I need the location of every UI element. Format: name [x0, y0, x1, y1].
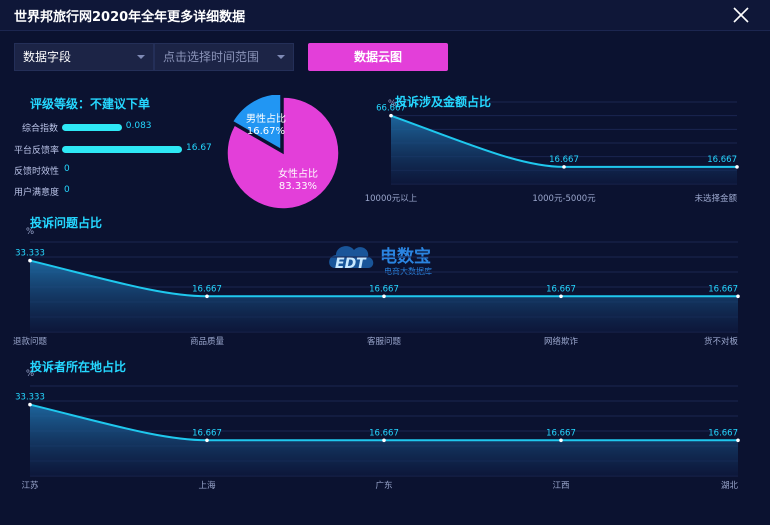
unit-label: % — [26, 369, 34, 379]
category-label: 客服问题 — [367, 336, 402, 347]
rating-bar — [62, 124, 122, 131]
gender-pie-chart — [226, 95, 340, 210]
data-point — [562, 165, 566, 169]
data-point — [28, 258, 32, 263]
field-select[interactable]: 数据字段 — [14, 43, 154, 71]
data-label: 16.667 — [707, 155, 737, 165]
data-label: 66.667 — [376, 104, 406, 114]
amount-area-chart: 66.667 10000元以上 16.667 1000元-5000元 16.667 未选择… — [365, 94, 739, 204]
series-line — [390, 114, 737, 168]
close-icon[interactable] — [732, 6, 750, 24]
category-label: 江苏 — [21, 480, 39, 491]
data-label: 16.667 — [546, 284, 576, 294]
rating-value: 0.083 — [125, 121, 152, 131]
category-label: 商品质量 — [190, 336, 225, 347]
rating-title: 评级等级：不建议下单 — [30, 97, 151, 111]
data-point — [389, 113, 393, 118]
data-point — [382, 294, 386, 299]
category-label: 湖北 — [721, 481, 739, 491]
data-point — [735, 165, 739, 169]
category-label: 1000元-5000元 — [532, 194, 596, 204]
chart-title: 投诉者所在地占比 — [30, 359, 126, 374]
rating-value: 16.67 — [186, 143, 212, 153]
unit-label: % — [388, 99, 396, 109]
data-point — [559, 438, 563, 443]
pie-slice — [226, 96, 340, 210]
category-label: 未选择金额 — [694, 193, 737, 204]
data-point — [205, 438, 209, 443]
data-label: 33.333 — [15, 393, 45, 403]
data-cloud-button[interactable]: 数据云图 — [308, 43, 448, 71]
rating-value: 0 — [64, 164, 70, 174]
data-point — [205, 294, 209, 299]
data-point — [28, 402, 32, 407]
data-label: 16.667 — [546, 428, 576, 438]
area-fill — [391, 115, 737, 184]
rating-label: 反馈时效性 — [14, 167, 60, 177]
data-label: 16.667 — [369, 284, 399, 294]
category-label: 网络欺诈 — [544, 336, 579, 347]
category-label: 上海 — [198, 480, 216, 491]
rating-value: 0 — [64, 185, 70, 195]
category-label: 江西 — [552, 481, 569, 491]
category-label: 货不对板 — [704, 336, 739, 347]
data-label: 16.667 — [708, 428, 738, 438]
pie-slice — [231, 95, 282, 151]
data-point — [559, 294, 563, 299]
pie-slice-label: 女性占比 — [278, 168, 318, 180]
time-range-placeholder: 点击选择时间范围 — [163, 50, 260, 64]
location-area-chart: 33.333 江苏 16.667 上海 16.667 广东 16.667 江西 16.667 湖北… — [15, 359, 740, 491]
chevron-down-icon — [277, 55, 285, 59]
rating-label: 平台反馈率 — [14, 146, 60, 156]
unit-label: % — [26, 227, 34, 237]
category-label: 广东 — [375, 480, 392, 491]
watermark-logo-text: EDT — [335, 256, 366, 272]
chart-title: 投诉涉及金额占比 — [395, 94, 491, 109]
data-point — [736, 438, 740, 443]
time-range-select[interactable]: 点击选择时间范围 — [154, 43, 294, 71]
rating-bar — [62, 146, 182, 153]
category-label: 退款问题 — [13, 336, 48, 347]
field-select-value: 数据字段 — [23, 50, 72, 64]
title-bar: 世界邦旅行网2020年全年更多详细数据 — [0, 0, 770, 31]
rating-label: 用户满意度 — [14, 188, 60, 198]
data-label: 33.333 — [15, 249, 45, 259]
problem-area-chart: 33.333 退款问题 16.667 商品质量 16.667 客服问题 16.667 网络欺诈… — [13, 215, 740, 347]
data-label: 16.667 — [192, 284, 222, 294]
category-label: 10000元以上 — [365, 194, 418, 204]
pie-slice-value: 83.33% — [278, 180, 318, 192]
data-point — [736, 294, 740, 299]
pie-slice-value: 16.67% — [246, 125, 286, 137]
data-label: 16.667 — [192, 428, 222, 438]
data-point — [382, 438, 386, 443]
data-label: 16.667 — [369, 428, 399, 438]
chart-title: 投诉问题占比 — [30, 215, 102, 230]
data-label: 16.667 — [708, 284, 738, 294]
chevron-down-icon — [137, 55, 145, 59]
pie-slice-label: 男性占比 — [245, 113, 286, 125]
data-label: 16.667 — [549, 155, 579, 165]
window-title: 世界邦旅行网2020年全年更多详细数据 — [14, 10, 246, 25]
rating-label: 综合指数 — [21, 124, 58, 134]
